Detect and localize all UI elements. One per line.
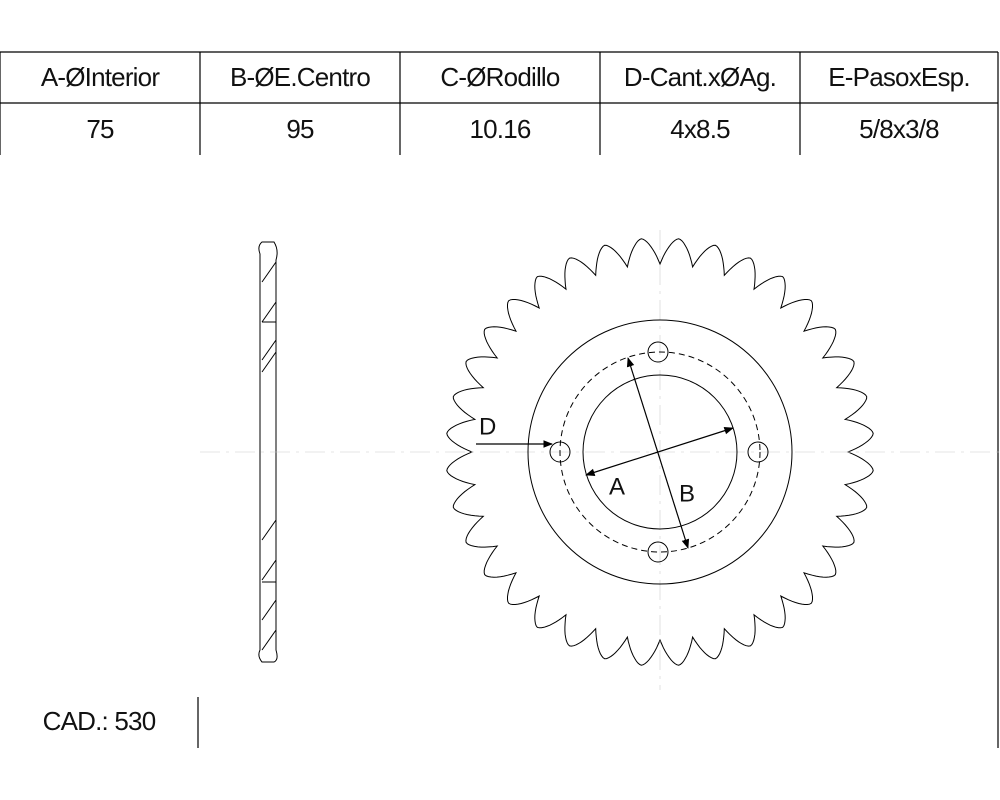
spec-table: A-ØInterior B-ØE.Centro C-ØRodillo D-Can…: [0, 51, 999, 748]
label-a: A: [609, 473, 625, 500]
value-cell: 10.16: [469, 114, 530, 144]
header-cell: C-ØRodillo: [440, 62, 559, 92]
dimension-a: [585, 426, 734, 477]
value-cell: 95: [286, 114, 314, 144]
value-cell: 75: [86, 114, 114, 144]
label-d: D: [479, 413, 496, 440]
hatching: [261, 261, 277, 651]
dimension-b: [626, 357, 690, 549]
cad-code: CAD.: 530: [43, 706, 156, 736]
bolt-hole: [747, 441, 769, 463]
side-profile: [258, 241, 278, 663]
header-cell: D-Cant.xØAg.: [624, 62, 776, 92]
header-cell: A-ØInterior: [41, 62, 160, 92]
bolt-hole: [549, 441, 571, 463]
header-cell: B-ØE.Centro: [230, 62, 370, 92]
value-cell: 4x8.5: [670, 114, 730, 144]
sprocket-teeth: [446, 238, 874, 666]
bolt-circle: [559, 351, 761, 553]
cad-box: CAD.: 530: [43, 697, 199, 748]
hub-ring: [527, 319, 793, 585]
sprocket: A B D: [200, 230, 1000, 690]
header-cell: E-PasoxEsp.: [828, 62, 970, 92]
label-b: B: [679, 480, 695, 507]
value-cell: 5/8x3/8: [859, 114, 939, 144]
side-view: [258, 241, 278, 663]
